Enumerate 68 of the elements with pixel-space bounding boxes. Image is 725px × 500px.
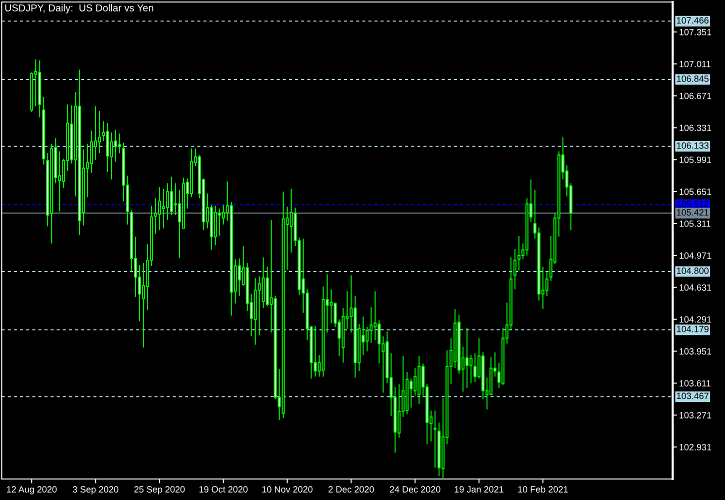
- y-tick-label: 105.991: [680, 156, 712, 164]
- candlestick: [158, 186, 161, 231]
- x-tick-label: 10 Feb 2021: [518, 486, 568, 493]
- y-tick-label: 104.291: [680, 316, 712, 323]
- x-tick-label: 2 Dec 2020: [328, 486, 374, 493]
- y-tick-label: 104.631: [680, 284, 712, 291]
- y-tick-label: 106.331: [680, 124, 712, 132]
- x-tick-label: 3 Sep 2020: [72, 486, 118, 494]
- candlestick: [94, 106, 98, 160]
- candlestick: [218, 208, 221, 236]
- ref-line-label: 104.179: [677, 326, 709, 332]
- candlestick: [154, 198, 157, 234]
- x-tick-label: 19 Jan 2021: [454, 486, 504, 493]
- x-tick-label: 25 Sep 2020: [134, 486, 185, 494]
- candlestick: [470, 354, 472, 384]
- y-tick-label: 104.971: [680, 252, 712, 259]
- candlestick: [513, 248, 516, 290]
- ref-line-label: 104.800: [677, 268, 709, 274]
- candlestick: [222, 204, 225, 226]
- candlestick: [262, 256, 265, 309]
- y-tick-label: 107.351: [680, 28, 712, 36]
- candlestick: [374, 290, 377, 341]
- candlestick: [366, 326, 369, 352]
- chart-title: USDJPY, Daily: US Dollar vs Yen: [5, 4, 154, 14]
- candlestick: [238, 258, 241, 296]
- candlestick: [290, 188, 293, 254]
- candlestick: [258, 276, 261, 336]
- ref-line-label: 106.133: [677, 142, 709, 149]
- candlestick: [170, 176, 173, 216]
- y-tick-label: 105.651: [680, 188, 712, 195]
- x-tick-label: 12 Aug 2020: [6, 486, 57, 494]
- ref-line-label: 106.845: [677, 75, 709, 82]
- candlestick: [398, 384, 401, 438]
- ref-line-label: 107.466: [677, 17, 709, 24]
- candlestick: [314, 325, 317, 378]
- candlestick: [378, 320, 381, 364]
- candlestick: [142, 262, 145, 348]
- candlestick: [110, 132, 114, 180]
- x-tick-label: 19 Oct 2020: [199, 486, 248, 493]
- x-tick-label: 10 Nov 2020: [262, 486, 313, 493]
- candlestick: [466, 327, 469, 388]
- candlestick: [98, 110, 102, 154]
- candlestick: [58, 150, 62, 212]
- y-tick-label: 106.671: [680, 92, 712, 100]
- candlestick: [410, 378, 413, 408]
- candlestick: [414, 368, 417, 396]
- candlestick: [370, 306, 373, 344]
- y-tick-label: 103.951: [680, 348, 712, 355]
- candlestick: [166, 182, 169, 220]
- y-tick-label: 107.011: [680, 60, 710, 68]
- ref-line-label: 103.467: [677, 392, 708, 400]
- y-tick-label: 102.931: [680, 444, 712, 450]
- candlestick: [162, 188, 165, 229]
- candlestick: [545, 270, 548, 296]
- candlestick: [114, 129, 118, 162]
- candlestick: [90, 130, 94, 174]
- ref-line-label: 105.512: [677, 200, 708, 208]
- candlestick: [434, 410, 437, 468]
- y-tick-label: 105.311: [680, 220, 710, 227]
- x-tick-label: 24 Dec 2020: [390, 486, 440, 493]
- candlestick: [34, 58, 38, 107]
- candlestick: [330, 288, 333, 324]
- y-tick-label: 103.271: [680, 412, 712, 418]
- candlestick: [118, 132, 122, 154]
- y-tick-label: 103.611: [680, 380, 710, 386]
- candlestick: [517, 235, 520, 272]
- candlestick: [473, 352, 476, 383]
- ref-line-label: 105.421: [677, 209, 709, 216]
